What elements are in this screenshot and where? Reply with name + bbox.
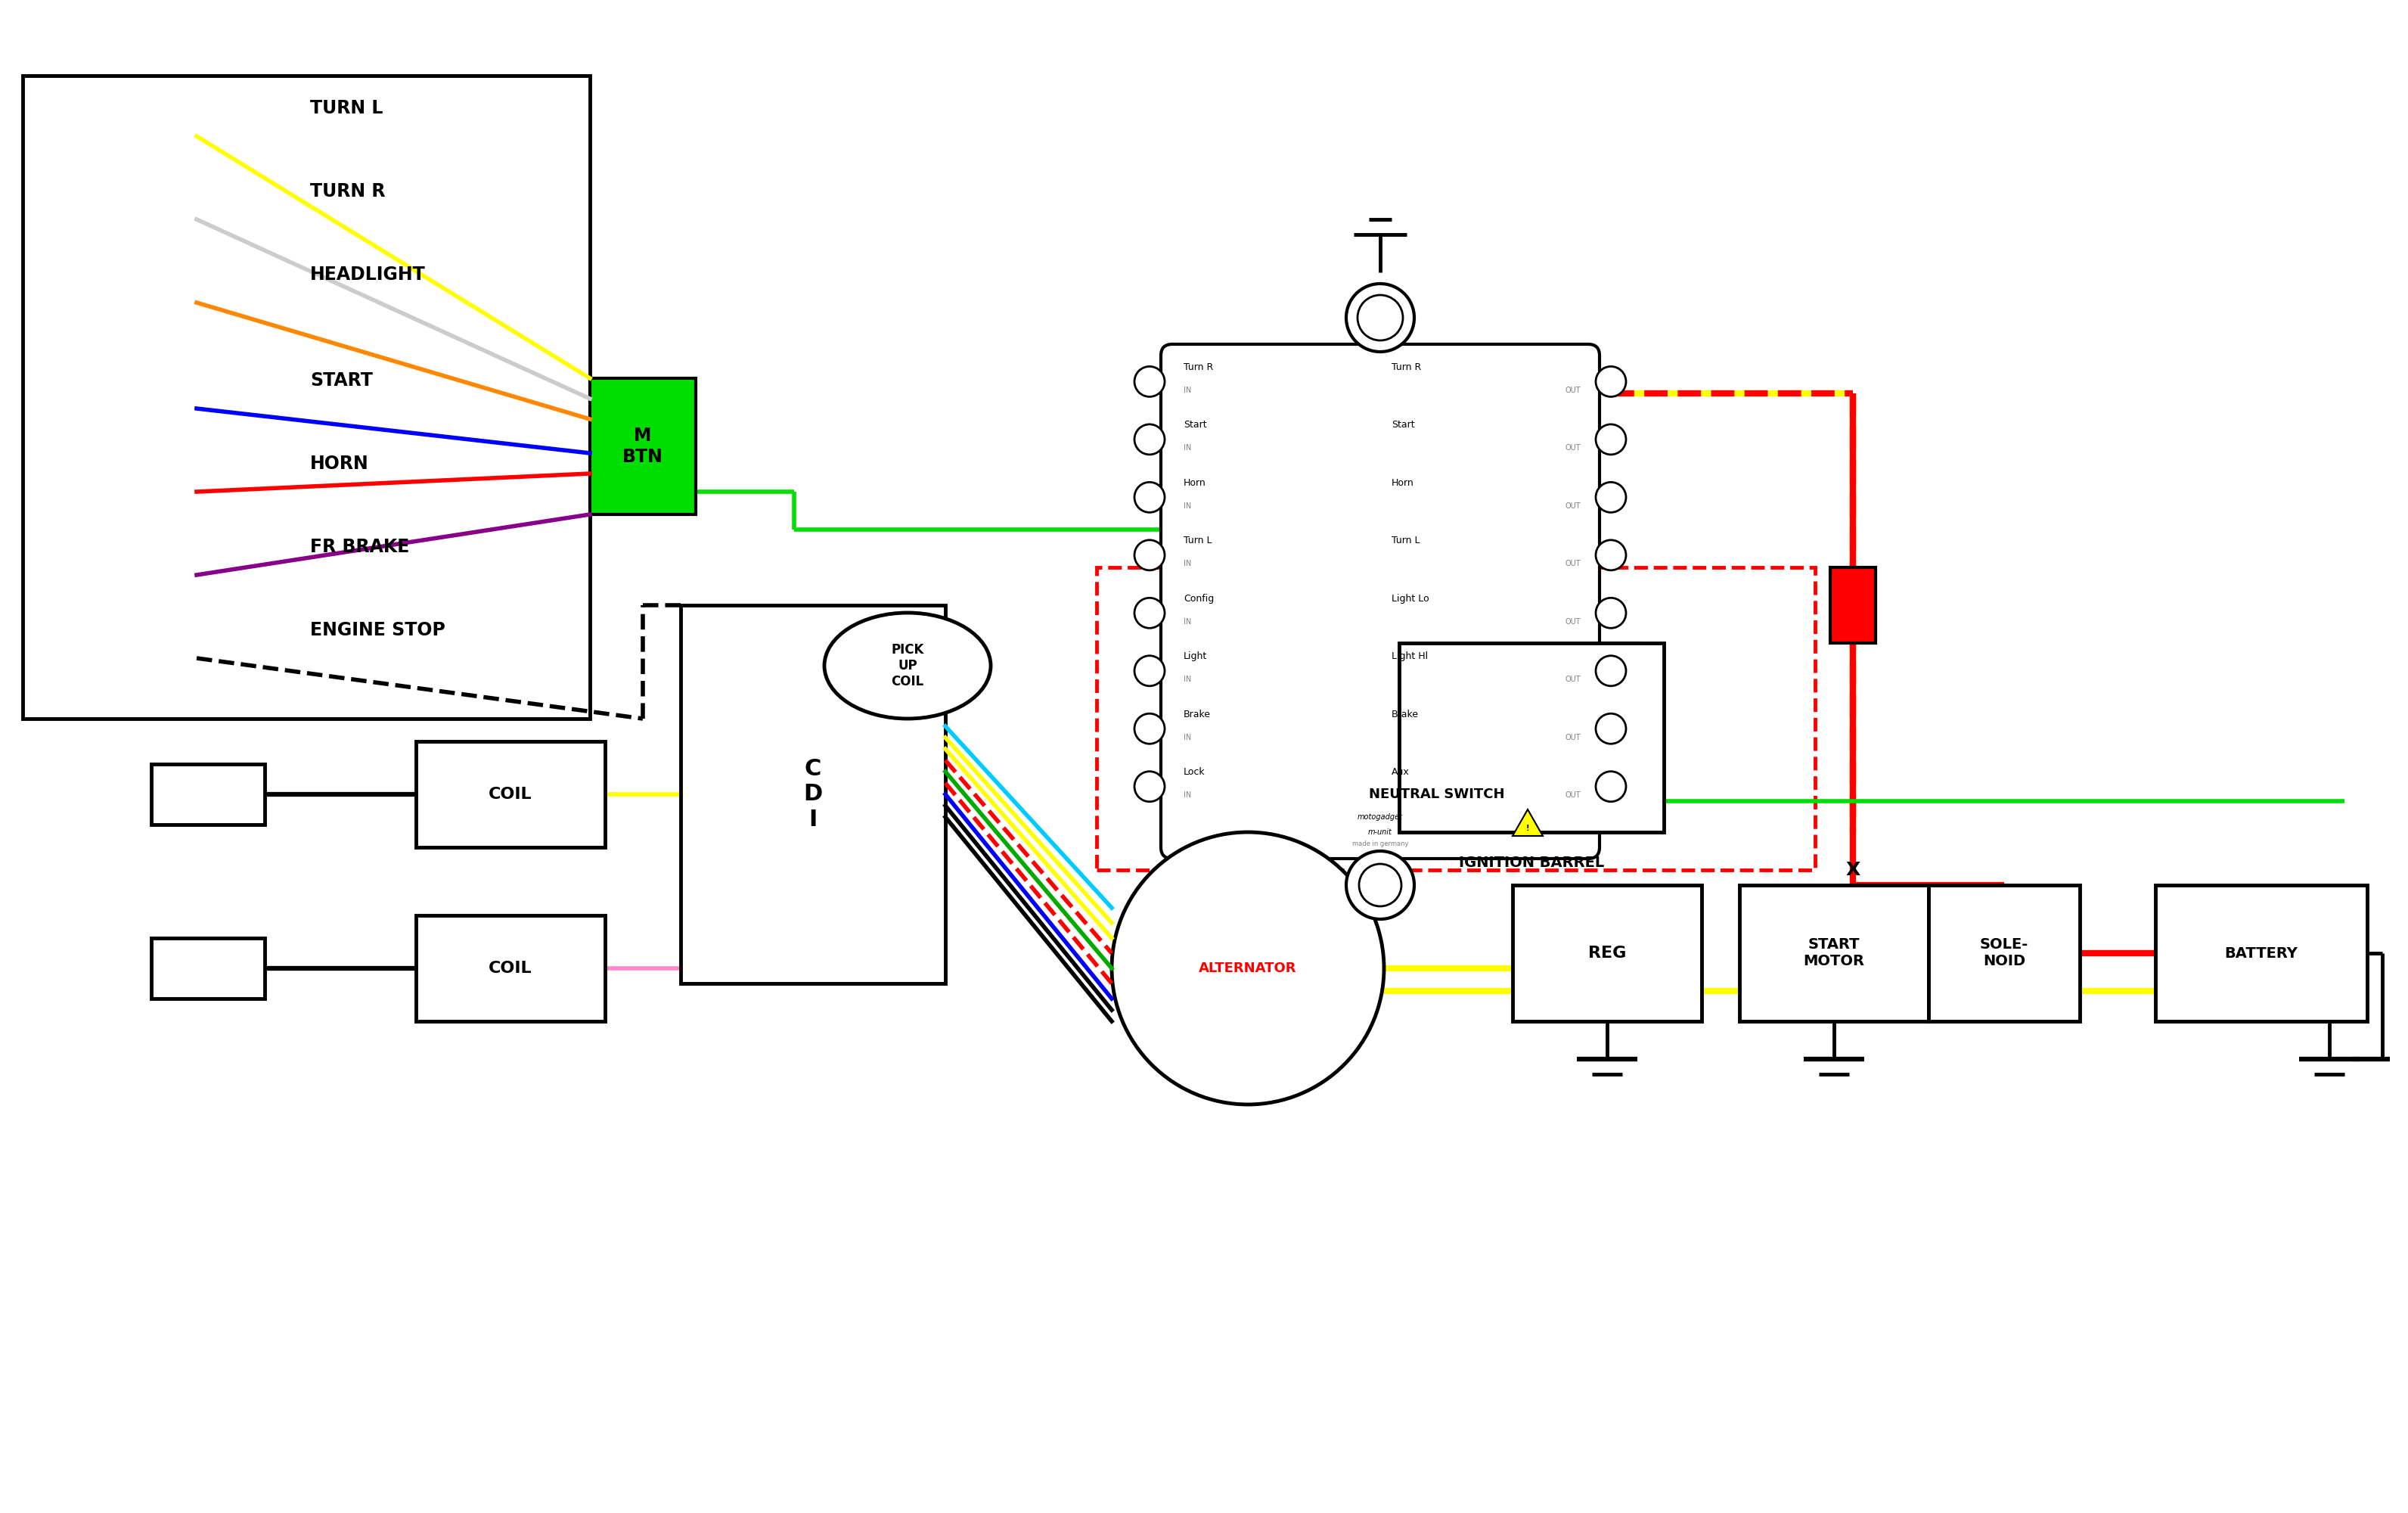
Circle shape <box>1134 655 1165 685</box>
FancyBboxPatch shape <box>590 378 696 514</box>
Ellipse shape <box>824 613 990 719</box>
Text: HORN: HORN <box>311 454 368 472</box>
Text: X: X <box>1845 861 1859 879</box>
Text: Turn R: Turn R <box>1392 362 1421 372</box>
Polygon shape <box>1512 809 1544 835</box>
Text: SOLE-
NOID: SOLE- NOID <box>1979 938 2028 968</box>
Text: IGNITION BARREL: IGNITION BARREL <box>1459 855 1604 870</box>
Text: IN: IN <box>1185 676 1192 684</box>
Text: IN: IN <box>1185 791 1192 799</box>
Text: IN: IN <box>1185 560 1192 567</box>
Text: Horn: Horn <box>1392 478 1413 487</box>
Text: Aux: Aux <box>1392 767 1409 778</box>
Circle shape <box>1134 540 1165 570</box>
Circle shape <box>1134 424 1165 454</box>
Text: COIL: COIL <box>489 787 532 802</box>
FancyBboxPatch shape <box>1739 885 1929 1021</box>
FancyBboxPatch shape <box>22 76 590 719</box>
Circle shape <box>1597 598 1625 628</box>
Text: Lock: Lock <box>1185 767 1206 778</box>
Text: REG: REG <box>1587 946 1625 961</box>
Text: OUT: OUT <box>1565 560 1580 567</box>
Text: Start: Start <box>1392 421 1416 430</box>
Text: Turn R: Turn R <box>1185 362 1214 372</box>
Circle shape <box>1134 772 1165 802</box>
FancyBboxPatch shape <box>417 915 604 1021</box>
Circle shape <box>1112 832 1385 1104</box>
Text: Turn L: Turn L <box>1392 536 1421 546</box>
Text: Brake: Brake <box>1185 710 1211 719</box>
Circle shape <box>1597 424 1625 454</box>
Text: C
D
I: C D I <box>804 758 824 831</box>
Text: HEADLIGHT: HEADLIGHT <box>311 266 426 284</box>
Text: ALTERNATOR: ALTERNATOR <box>1199 962 1298 976</box>
FancyBboxPatch shape <box>2155 885 2367 1021</box>
Text: motogadget: motogadget <box>1358 812 1404 820</box>
Text: BATTERY: BATTERY <box>2225 946 2297 961</box>
Text: Light: Light <box>1185 652 1206 661</box>
Text: made in germany: made in germany <box>1351 840 1409 847</box>
Text: Light Hl: Light Hl <box>1392 652 1428 661</box>
Text: OUT: OUT <box>1565 386 1580 393</box>
Circle shape <box>1358 864 1401 906</box>
Text: PICK
UP
COIL: PICK UP COIL <box>891 643 925 688</box>
FancyBboxPatch shape <box>152 764 265 825</box>
FancyBboxPatch shape <box>152 938 265 999</box>
Circle shape <box>1346 284 1413 351</box>
Circle shape <box>1134 598 1165 628</box>
Text: OUT: OUT <box>1565 445 1580 452</box>
Text: OUT: OUT <box>1565 502 1580 510</box>
FancyBboxPatch shape <box>1161 345 1599 859</box>
Text: COIL: COIL <box>489 961 532 976</box>
Text: IN: IN <box>1185 617 1192 625</box>
FancyBboxPatch shape <box>1512 885 1702 1021</box>
Text: NEUTRAL SWITCH: NEUTRAL SWITCH <box>1368 787 1505 802</box>
Text: OUT: OUT <box>1565 791 1580 799</box>
Circle shape <box>1134 714 1165 744</box>
Text: Light Lo: Light Lo <box>1392 593 1428 604</box>
Circle shape <box>1346 850 1413 918</box>
Text: IN: IN <box>1185 386 1192 393</box>
Bar <box>1096 567 1816 870</box>
Circle shape <box>1597 655 1625 685</box>
Text: FR BRAKE: FR BRAKE <box>311 539 409 555</box>
Text: m-unit: m-unit <box>1368 829 1392 835</box>
Circle shape <box>1358 295 1404 340</box>
FancyBboxPatch shape <box>681 605 946 983</box>
Text: Turn L: Turn L <box>1185 536 1211 546</box>
Text: ENGINE STOP: ENGINE STOP <box>311 620 445 638</box>
FancyBboxPatch shape <box>1929 885 2081 1021</box>
FancyBboxPatch shape <box>1399 643 1664 832</box>
Text: START
MOTOR: START MOTOR <box>1804 938 1864 968</box>
Text: OUT: OUT <box>1565 617 1580 625</box>
Circle shape <box>1597 540 1625 570</box>
Circle shape <box>1134 366 1165 396</box>
Text: TURN L: TURN L <box>311 100 383 118</box>
Text: Config: Config <box>1185 593 1214 604</box>
Text: !: ! <box>1527 825 1529 832</box>
Circle shape <box>1597 483 1625 513</box>
Text: IN: IN <box>1185 734 1192 741</box>
Text: IN: IN <box>1185 502 1192 510</box>
Text: OUT: OUT <box>1565 676 1580 684</box>
Text: TURN R: TURN R <box>311 182 385 200</box>
Text: Start: Start <box>1185 421 1206 430</box>
Text: IN: IN <box>1185 445 1192 452</box>
Circle shape <box>1134 483 1165 513</box>
Text: Horn: Horn <box>1185 478 1206 487</box>
Text: START: START <box>311 371 373 389</box>
Text: Brake: Brake <box>1392 710 1418 719</box>
FancyBboxPatch shape <box>1830 567 1876 643</box>
Circle shape <box>1597 714 1625 744</box>
FancyBboxPatch shape <box>417 741 604 847</box>
Circle shape <box>1597 366 1625 396</box>
Circle shape <box>1597 772 1625 802</box>
Text: M
BTN: M BTN <box>621 427 662 466</box>
Text: OUT: OUT <box>1565 734 1580 741</box>
